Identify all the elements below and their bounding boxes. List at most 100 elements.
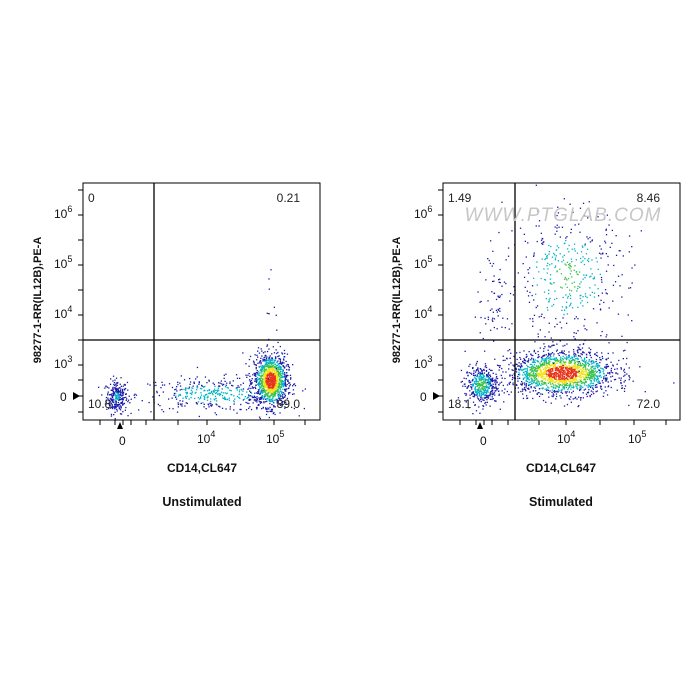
event-point: [553, 377, 555, 379]
event-point: [527, 378, 529, 380]
event-point: [555, 380, 557, 382]
event-point: [596, 384, 598, 386]
event-point: [277, 372, 280, 374]
event-point: [492, 372, 494, 374]
event-point: [284, 376, 286, 378]
event-point: [521, 369, 523, 372]
event-point: [290, 377, 292, 379]
event-point: [556, 380, 558, 383]
event-point: [561, 309, 563, 311]
event-point: [548, 289, 550, 291]
event-point: [509, 300, 511, 302]
event-point: [489, 395, 491, 397]
event-point: [576, 371, 578, 373]
event-point: [531, 374, 533, 376]
event-point: [474, 381, 476, 383]
event-point: [626, 373, 628, 375]
event-point: [257, 356, 259, 358]
event-point: [261, 384, 264, 386]
event-point: [179, 385, 182, 387]
event-point: [597, 288, 599, 290]
event-point: [267, 388, 269, 390]
event-point: [583, 358, 586, 360]
event-point: [511, 323, 513, 325]
event-point: [565, 374, 567, 376]
event-point: [261, 381, 264, 383]
event-point: [550, 245, 552, 248]
event-point: [584, 368, 587, 370]
event-point: [568, 386, 570, 388]
event-point: [529, 267, 531, 269]
event-point: [601, 292, 603, 294]
event-point: [476, 392, 478, 394]
event-point: [529, 369, 531, 371]
event-point: [487, 379, 489, 381]
event-point: [566, 395, 568, 397]
event-point: [255, 373, 257, 376]
event-point: [487, 375, 489, 377]
event-point: [471, 373, 473, 375]
event-point: [584, 384, 586, 386]
event-point: [179, 403, 181, 405]
event-point: [579, 286, 581, 288]
event-point: [276, 398, 278, 400]
event-point: [567, 389, 569, 391]
event-point: [288, 366, 290, 368]
event-point: [117, 390, 119, 393]
event-point: [557, 260, 559, 262]
event-point: [577, 362, 580, 364]
event-point: [518, 371, 520, 373]
event-point: [558, 378, 560, 380]
event-point: [589, 363, 591, 366]
event-point: [113, 391, 115, 393]
event-point: [561, 392, 564, 394]
event-point: [579, 363, 582, 365]
event-point: [553, 376, 555, 378]
event-point: [265, 413, 268, 416]
event-point: [558, 390, 560, 392]
event-point: [588, 364, 590, 366]
event-point: [533, 254, 535, 256]
event-point: [485, 386, 487, 388]
event-point: [475, 410, 478, 412]
event-point: [579, 362, 582, 364]
event-point: [568, 398, 570, 400]
panel-unstimulated: 0 0.21 10.8 89.0 0 103 104 105 106 0 104…: [32, 182, 321, 509]
event-point: [266, 390, 269, 392]
event-point: [535, 306, 537, 309]
event-point: [480, 300, 482, 303]
event-point: [490, 369, 492, 372]
event-point: [485, 323, 487, 325]
event-point: [111, 406, 113, 408]
event-point: [600, 367, 602, 369]
event-point: [281, 375, 283, 377]
event-point: [583, 359, 585, 361]
event-point: [597, 381, 599, 383]
event-point: [499, 366, 501, 368]
event-point: [266, 363, 268, 365]
y-tick-label-0: 0: [60, 390, 67, 404]
event-point: [593, 379, 595, 381]
event-point: [262, 370, 264, 372]
event-point: [576, 388, 579, 390]
event-point: [271, 367, 274, 369]
event-point: [258, 397, 260, 399]
event-point: [262, 406, 264, 409]
event-point: [552, 387, 554, 389]
event-point: [591, 360, 594, 362]
event-point: [533, 368, 535, 370]
event-point: [554, 226, 556, 228]
event-point: [253, 396, 255, 399]
event-point: [572, 367, 575, 369]
event-point: [260, 391, 262, 393]
event-point: [533, 377, 536, 380]
event-point: [462, 385, 464, 387]
event-point: [523, 350, 525, 352]
event-point: [560, 384, 562, 386]
event-point: [620, 377, 622, 379]
event-point: [593, 276, 595, 278]
event-point: [568, 380, 570, 382]
event-point: [623, 388, 626, 390]
event-point: [481, 387, 483, 389]
event-point: [554, 381, 556, 384]
